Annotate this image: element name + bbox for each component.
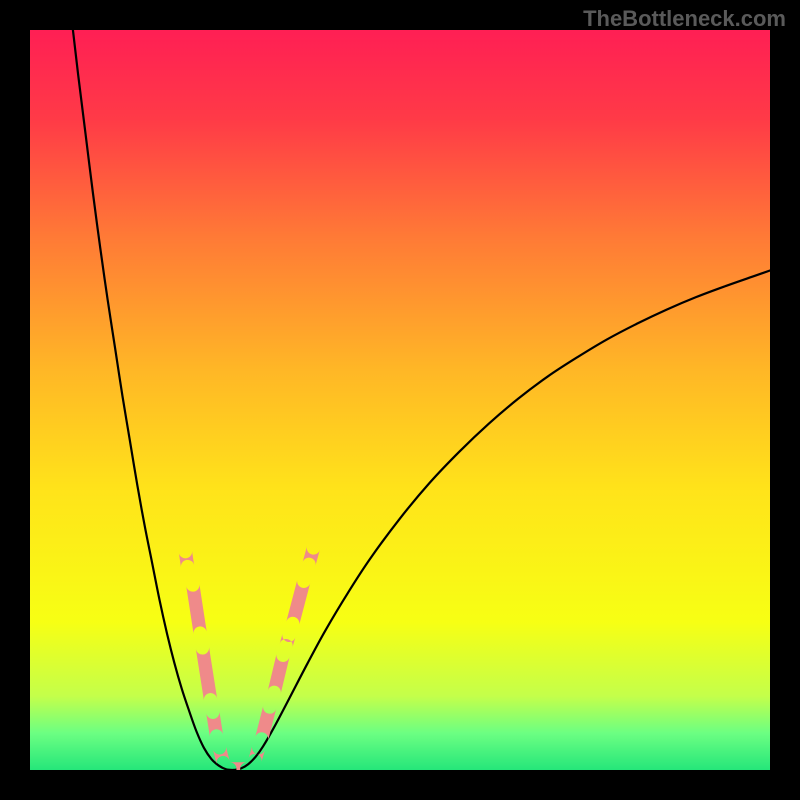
- marker-pill: [206, 711, 223, 737]
- watermark-text: TheBottleneck.com: [583, 6, 786, 32]
- chart-frame: TheBottleneck.com: [0, 0, 800, 800]
- marker-pill: [179, 551, 194, 568]
- marker-pill: [213, 746, 230, 764]
- marker-pill: [280, 633, 296, 647]
- marker-pill: [286, 580, 310, 626]
- marker-pill: [255, 705, 276, 740]
- plot-svg: [30, 30, 770, 770]
- marker-pill: [268, 654, 290, 694]
- plot-area: [30, 30, 770, 770]
- marker-pill: [186, 584, 207, 634]
- marker-pill: [303, 546, 320, 566]
- curve: [234, 271, 771, 771]
- marker-pill: [196, 647, 217, 701]
